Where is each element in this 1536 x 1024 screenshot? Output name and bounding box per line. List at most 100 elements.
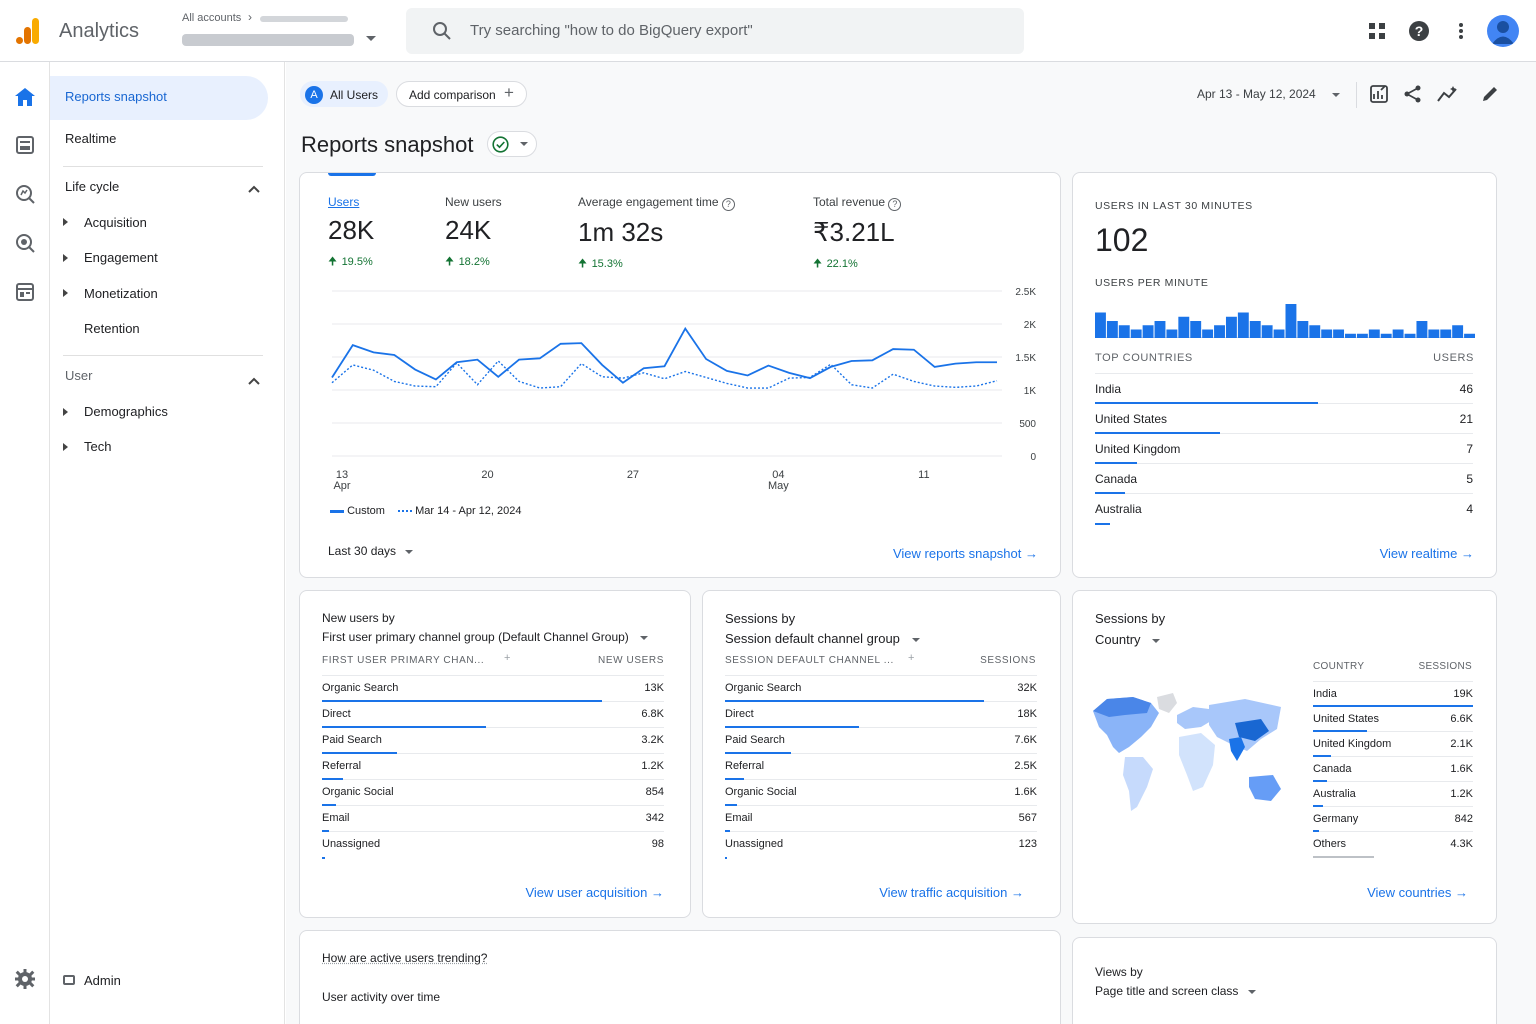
view-countries-link[interactable]: View countries →	[1367, 885, 1468, 900]
help-outline-icon[interactable]: ?	[722, 198, 735, 211]
row-value: 19K	[1453, 688, 1473, 700]
minute-bar	[1250, 321, 1261, 338]
minute-bar	[1274, 330, 1285, 339]
chevron-up-icon[interactable]	[248, 180, 260, 188]
minute-bar	[1226, 317, 1237, 338]
customize-report-icon[interactable]	[1369, 84, 1389, 104]
help-outline-icon[interactable]: ?	[888, 198, 901, 211]
view-realtime-link[interactable]: View realtime →	[1380, 546, 1474, 561]
map-australia	[1249, 775, 1281, 801]
left-rail	[0, 62, 50, 1024]
series-line-current	[332, 329, 997, 383]
home-icon[interactable]	[14, 86, 36, 108]
nav-tech[interactable]: Tech	[84, 439, 111, 454]
dimension-label: Session default channel group	[725, 631, 900, 646]
view-traffic-acquisition-link[interactable]: View traffic acquisition →	[879, 885, 1024, 900]
view-reports-snapshot-link[interactable]: View reports snapshot →	[893, 546, 1038, 561]
dimension-selector[interactable]: Country	[1095, 632, 1160, 647]
configure-icon[interactable]	[14, 281, 36, 303]
expand-arrow-icon[interactable]	[63, 408, 68, 416]
minute-bar	[1452, 325, 1463, 338]
search-box[interactable]: Try searching "how to do BigQuery export…	[406, 8, 1024, 54]
map-south-america	[1123, 757, 1153, 811]
add-comparison-label: Add comparison	[409, 88, 496, 102]
add-dimension-icon[interactable]: +	[504, 652, 510, 664]
search-input[interactable]: Try searching "how to do BigQuery export…	[470, 22, 753, 39]
nav-engagement[interactable]: Engagement	[84, 250, 158, 265]
period-selector[interactable]: Last 30 days	[328, 544, 413, 558]
date-range-picker[interactable]: Apr 13 - May 12, 2024	[1191, 84, 1351, 106]
nav-acquisition[interactable]: Acquisition	[84, 215, 147, 230]
expand-arrow-icon[interactable]	[63, 289, 68, 297]
users-header: USERS	[1433, 352, 1474, 364]
expand-arrow-icon[interactable]	[63, 443, 68, 451]
expand-arrow-icon[interactable]	[63, 254, 68, 262]
minute-bar	[1309, 325, 1320, 338]
edit-pencil-icon[interactable]	[1480, 84, 1500, 104]
nav-demographics[interactable]: Demographics	[84, 404, 168, 419]
metric-engagement-time[interactable]: Average engagement time ? 1m 32s 🠉 15.3%	[578, 195, 768, 275]
status-check-button[interactable]	[487, 131, 537, 157]
table-row: Direct 18K	[725, 702, 1037, 728]
explore-icon[interactable]	[14, 183, 36, 205]
column-header: NEW USERS	[598, 655, 664, 666]
y-tick-label: 2K	[1024, 320, 1037, 331]
metric-total-revenue[interactable]: Total revenue ? ₹3.21L 🠉 22.1%	[813, 195, 953, 275]
arrow-up-icon: 🠉	[813, 258, 822, 270]
apps-grid-icon[interactable]	[1366, 20, 1388, 42]
minute-bar	[1238, 313, 1249, 339]
expand-arrow-icon[interactable]	[63, 218, 68, 226]
metric-new-users[interactable]: New users 24K 🠉 18.2%	[445, 195, 545, 275]
metric-label: Users	[328, 195, 428, 209]
insights-icon[interactable]	[1437, 84, 1459, 104]
dimension-selector[interactable]: Session default channel group	[725, 631, 920, 646]
add-dimension-icon[interactable]: +	[908, 652, 914, 664]
y-tick-label: 1K	[1024, 386, 1037, 397]
nav-monetization[interactable]: Monetization	[84, 286, 158, 301]
divider	[63, 166, 263, 167]
all-users-chip[interactable]: A All Users	[300, 81, 388, 107]
top-bar: Analytics All accounts › Try searching "…	[0, 0, 1536, 62]
add-comparison-button[interactable]: Add comparison +	[396, 81, 527, 107]
row-label: Paid Search	[725, 734, 785, 746]
search-icon	[432, 21, 452, 41]
x-tick-month-label: Apr	[333, 480, 350, 492]
more-vert-icon[interactable]	[1450, 20, 1472, 42]
table-row: Paid Search 3.2K	[322, 728, 664, 754]
dimension-selector[interactable]: Page title and screen class	[1095, 984, 1256, 998]
settings-gear-icon[interactable]	[14, 968, 36, 990]
dimension-selector[interactable]: First user primary channel group (Defaul…	[322, 630, 648, 644]
minute-bar	[1190, 321, 1201, 338]
table-row: Email 567	[725, 806, 1037, 832]
help-icon[interactable]: ?	[1408, 20, 1430, 42]
nav-admin[interactable]: Admin	[84, 973, 121, 988]
minute-bar	[1107, 321, 1118, 338]
y-tick-label: 1.5K	[1015, 353, 1036, 364]
realtime-title: USERS IN LAST 30 MINUTES	[1095, 200, 1253, 212]
nav-reports-snapshot[interactable]: Reports snapshot	[50, 76, 268, 120]
minute-bar	[1202, 330, 1213, 339]
nav-retention[interactable]: Retention	[84, 321, 140, 336]
metric-label: New users	[445, 195, 545, 209]
nav-realtime[interactable]: Realtime	[65, 131, 116, 146]
row-label: Unassigned	[322, 838, 380, 850]
metric-users[interactable]: Users 28K 🠉 19.5%	[328, 195, 428, 275]
share-icon[interactable]	[1403, 84, 1423, 104]
reports-icon[interactable]	[14, 134, 36, 156]
column-header: COUNTRY	[1313, 661, 1364, 672]
chevron-down-icon	[1248, 990, 1256, 994]
analytics-logo[interactable]	[16, 16, 40, 46]
account-selector[interactable]: All accounts ›	[180, 10, 380, 54]
nav-lifecycle[interactable]: Life cycle	[65, 179, 119, 194]
map-africa	[1179, 733, 1215, 791]
nav-user[interactable]: User	[65, 368, 92, 383]
admin-icon[interactable]	[63, 975, 75, 985]
app-title: Analytics	[59, 20, 139, 43]
avatar[interactable]	[1487, 15, 1519, 47]
legend-solid-swatch	[330, 510, 344, 513]
table-row: Organic Search 32K	[725, 676, 1037, 702]
country-users: 7	[1466, 442, 1473, 456]
advertising-icon[interactable]	[14, 232, 36, 254]
chevron-up-icon[interactable]	[248, 372, 260, 380]
view-user-acquisition-link[interactable]: View user acquisition →	[525, 885, 664, 900]
